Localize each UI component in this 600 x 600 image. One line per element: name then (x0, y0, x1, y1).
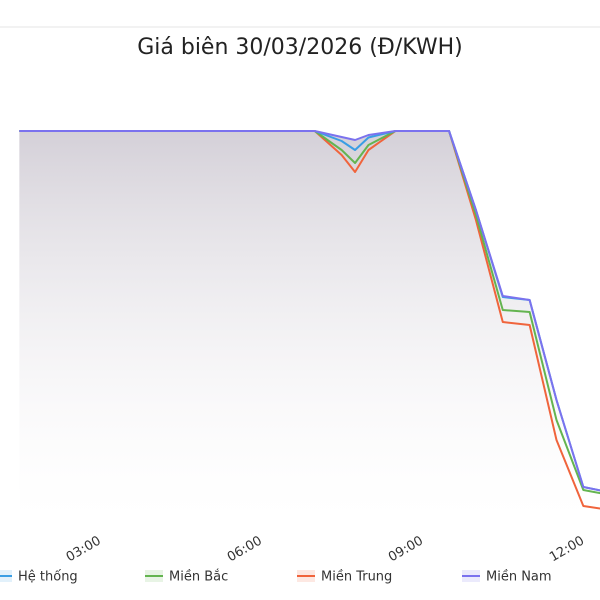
legend-label: Miền Trung (321, 570, 392, 585)
legend-label: Hệ thống (18, 570, 78, 585)
plot-area (19, 130, 600, 520)
legend-label: Miền Nam (486, 570, 552, 585)
x-tick-label: 12:00 (547, 534, 587, 566)
legend-label: Miền Bắc (169, 570, 228, 585)
series-line (19, 130, 600, 492)
x-tick-label: 09:00 (386, 534, 426, 566)
chart-title: Giá biên 30/03/2026 (Đ/KWH) (137, 35, 463, 60)
legend: Hệ thống Miền Bắc Miền Trung Miền Nam (0, 570, 552, 585)
x-tick-label: 03:00 (64, 534, 104, 566)
x-axis: 03:00 06:00 09:00 12:00 (64, 534, 587, 566)
area (19, 131, 600, 520)
x-tick-label: 06:00 (225, 534, 265, 566)
